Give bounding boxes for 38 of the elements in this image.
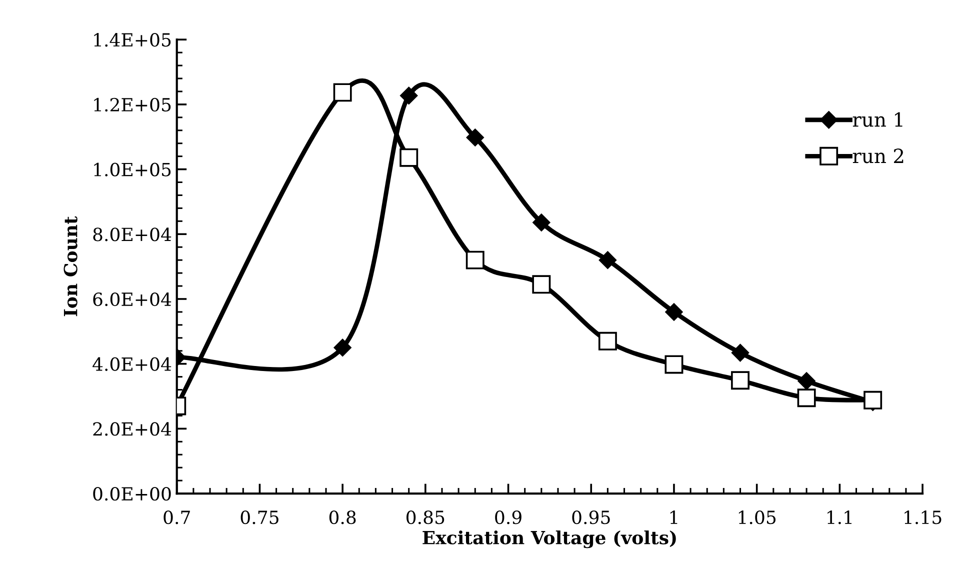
x-tick-label: 1.1 — [828, 510, 852, 524]
y-tick-label: 0.0E+00 — [93, 486, 171, 501]
x-tick-label: 0.95 — [572, 510, 610, 524]
point — [665, 303, 683, 321]
point — [664, 355, 684, 374]
x-tick-label: 1.05 — [738, 510, 776, 524]
x-tick-label: 1 — [670, 510, 678, 524]
x-tick-label: 1.15 — [904, 510, 942, 524]
point — [532, 214, 550, 232]
point — [798, 372, 816, 390]
x-tick-label: 0.85 — [406, 510, 444, 524]
y-tick-label: 6.0E+04 — [93, 292, 172, 306]
point — [731, 371, 750, 390]
x-tick-label: 0.8 — [329, 510, 356, 524]
y-tick-label: 1.4E+05 — [94, 33, 171, 47]
point — [466, 128, 484, 146]
point — [333, 83, 352, 102]
legend-label: run 1 — [852, 112, 902, 127]
point — [732, 344, 750, 362]
y-tick-label: 4.0E+04 — [92, 357, 172, 371]
y-tick-label: 8.0E+04 — [93, 228, 172, 242]
point — [797, 388, 816, 408]
x-axis-title: Excitation Voltage (volts) — [422, 530, 676, 548]
y-axis-title: Ion Count — [64, 216, 78, 316]
point — [400, 86, 418, 104]
x-tick-label: 0.7 — [164, 510, 190, 524]
point — [400, 148, 418, 167]
point — [598, 332, 617, 350]
x-tick-label: 0.75 — [240, 510, 278, 524]
point — [532, 275, 551, 294]
y-tick-label: 1.2E+05 — [94, 98, 171, 112]
y-tick-label: 1.0E+05 — [94, 162, 171, 176]
point — [334, 338, 352, 356]
x-tick-label: 0.9 — [495, 510, 522, 524]
point — [466, 250, 484, 270]
point — [598, 251, 616, 269]
y-tick-label: 2.0E+04 — [93, 422, 172, 436]
legend-label: run 2 — [852, 148, 904, 164]
